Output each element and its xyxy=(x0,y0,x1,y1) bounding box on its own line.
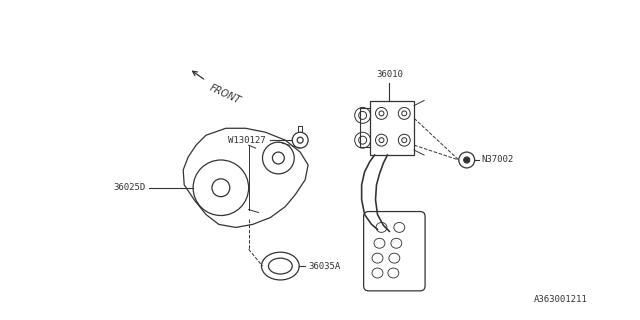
Text: FRONT: FRONT xyxy=(208,83,243,106)
Text: 36010: 36010 xyxy=(376,70,403,79)
Text: W130127: W130127 xyxy=(228,136,266,145)
Circle shape xyxy=(464,157,470,163)
Text: 36035A: 36035A xyxy=(308,261,340,271)
Text: 36025D: 36025D xyxy=(113,183,145,192)
Text: A363001211: A363001211 xyxy=(534,295,588,304)
Text: N37002: N37002 xyxy=(481,156,514,164)
